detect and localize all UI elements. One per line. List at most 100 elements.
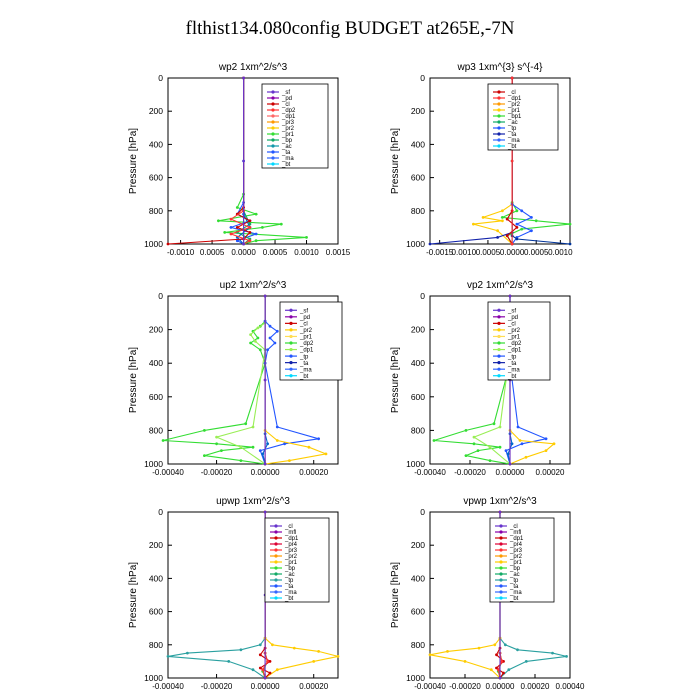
y-tick-label: 400 [411,139,425,149]
legend-marker [497,144,501,148]
series-point [488,459,492,462]
legend-label: _ma [284,590,297,596]
legend-marker [274,578,278,582]
series-point [248,226,252,229]
series-point [446,650,449,653]
series-point [242,242,246,246]
series-point [493,643,497,647]
legend-marker [274,596,278,600]
series-point [464,454,468,457]
x-tick-label: 0.0005 [200,248,225,257]
y-tick-label: 400 [149,573,163,583]
plot-frame [429,295,571,465]
legend-marker [289,328,293,332]
legend-marker [274,590,278,594]
series-point [520,442,524,446]
series-point [510,76,514,80]
legend-label: _ta [299,361,309,367]
series-point [507,668,511,672]
legend-label: _ac [507,120,518,126]
x-tick-label: 0.0010 [294,248,319,257]
series-point [515,222,519,226]
legend-marker [499,524,503,528]
chart-title: wp2 1xm^2/s^3 [218,62,288,73]
plot-frame [167,511,339,679]
chart-panel-1: wp2 1xm^2/s^3 Pressure [hPa] 0 200 400 600 800… [128,62,351,257]
legend-marker [271,126,275,130]
chart-panel-4: vp2 1xm^2/s^3 Pressure [hPa] 0 200 400 600 800… [390,280,571,477]
series-point [428,242,432,246]
legend-marker [499,530,503,534]
series-point [249,341,253,345]
legend-box [261,83,329,169]
chart-title: up2 1xm^2/s^3 [220,280,287,291]
series-point [534,219,538,223]
series-point [186,651,189,655]
series-point [203,429,206,432]
y-tick-label: 200 [411,325,425,335]
legend-label: _pr3 [284,548,298,554]
legend-label: _bt [281,162,291,168]
legend-label: _tp [284,578,294,584]
legend-marker [271,138,275,142]
legend-marker [274,584,278,588]
legend-marker [289,374,293,378]
legend-label: _pr1 [507,108,521,114]
series-point [568,222,572,226]
series-point [317,437,320,441]
series-point [501,209,504,213]
series-point [251,668,255,672]
legend-label: _pr1 [509,560,523,566]
series-point [256,326,260,330]
y-tick-label: 0 [158,291,163,301]
legend: _cl_mfl_dp1_pr4_pr3_pr2_pr1_bp_ac_tp_ta_… [489,517,555,603]
legend-marker [274,554,278,558]
series-point [551,651,554,655]
series-line [473,78,513,245]
legend-marker [499,536,503,540]
legend-marker [499,560,503,564]
x-tick-label: 0.00040 [556,682,585,691]
series-point [258,348,262,352]
legend-marker [271,120,275,124]
legend-marker [497,102,501,106]
legend-marker [497,341,501,345]
legend-marker [274,560,278,564]
legend-marker [271,162,275,166]
y-axis-label: Pressure [hPa] [128,128,139,194]
series-point [254,340,257,343]
legend-label: _ma [509,590,522,596]
legend-label: _pr2 [281,126,295,132]
series-point [312,660,316,663]
series-point [248,231,252,234]
legend-label: _pr4 [509,542,523,548]
figure-title: flthist134.080config BUDGET at265E,-7N [185,18,515,39]
legend-label: _bp [281,138,293,144]
series-point [477,646,481,650]
legend-marker [497,328,501,332]
legend-marker [289,315,293,319]
legend-label: _sf [281,90,290,96]
y-axis-label: Pressure [hPa] [128,562,139,628]
series-point [273,341,277,345]
series-point [515,209,519,213]
series-point [505,217,509,221]
legend-label: _pr1 [281,132,295,138]
legend-label: _ta [281,150,291,156]
y-axis-label: Pressure [hPa] [390,128,401,194]
legend-label: _sf [507,308,516,314]
legend-label: _pr2 [284,554,298,560]
y-tick-label: 600 [411,173,425,183]
series-line [214,296,266,465]
legend-label: _dp2 [507,341,522,347]
legend-label: _pr2 [507,328,521,334]
series-point [239,648,243,652]
legend-marker [499,590,503,594]
series-point [498,425,502,429]
legend-marker [497,126,501,130]
legend-label: _pr1 [284,560,298,566]
x-tick-label: -0.00040 [152,682,184,691]
series-point [248,219,252,223]
legend-label: _bt [507,374,517,380]
legend-marker [497,354,501,358]
